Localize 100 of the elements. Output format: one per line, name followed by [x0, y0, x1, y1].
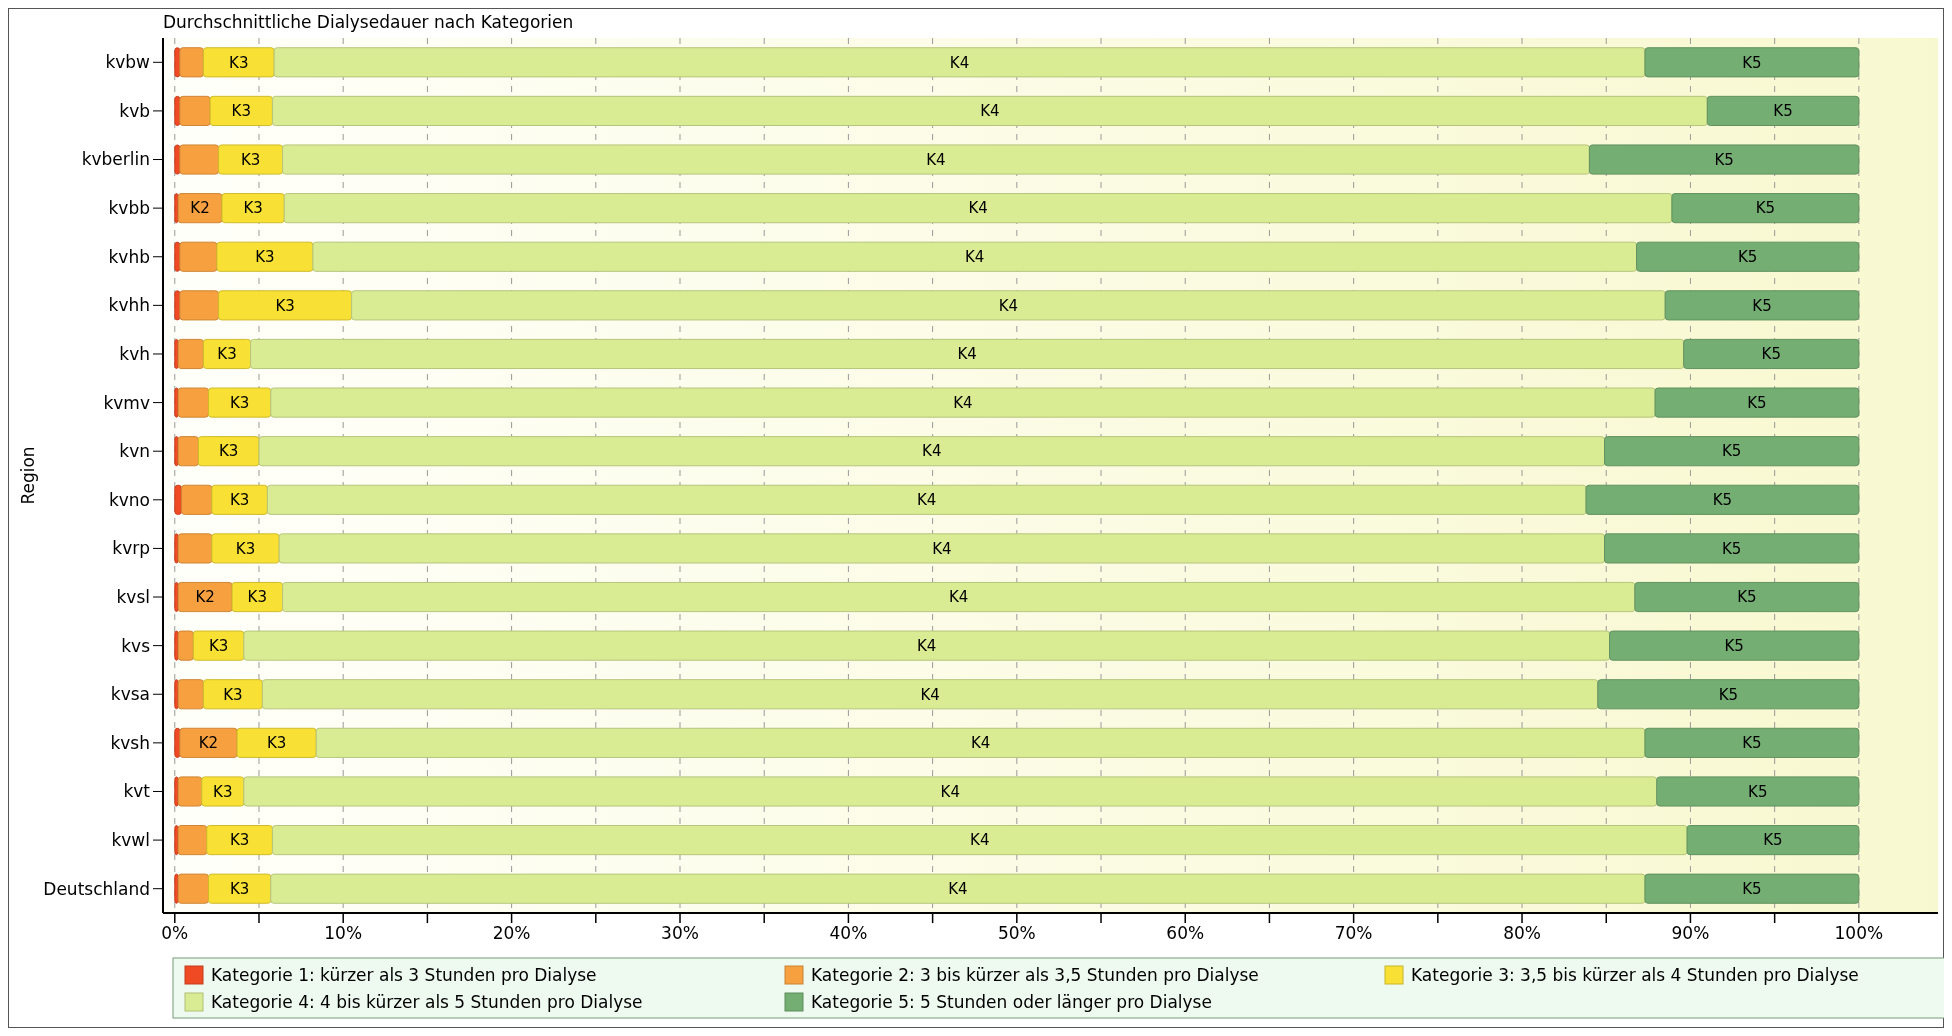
data-label: K5: [1752, 296, 1772, 315]
y-tick-label: kvwl: [111, 830, 150, 851]
bar: [271, 825, 1688, 856]
data-label: K5: [1712, 491, 1733, 510]
data-label: K5: [1761, 345, 1781, 364]
data-label: K4: [948, 879, 968, 898]
legend-label: Kategorie 2: 3 bis kürzer als 3,5 Stunden pro Dialyse: [811, 964, 1259, 985]
bar: [243, 630, 1611, 661]
bar: [174, 533, 179, 564]
data-label: K4: [926, 150, 946, 169]
data-label: K4: [920, 685, 940, 704]
legend-label: Kategorie 5: 5 Stunden oder länger pro Dialyse: [811, 991, 1212, 1012]
bar: [1597, 679, 1860, 710]
data-label: K4: [998, 296, 1019, 315]
data-label: K5: [1763, 831, 1783, 850]
bar: [1636, 241, 1860, 272]
bar: [315, 727, 1646, 758]
data-label: K2: [198, 734, 219, 753]
bar: [207, 873, 272, 904]
data-label: K3: [231, 102, 251, 121]
data-label: K5: [1742, 53, 1762, 72]
data-label: K3: [275, 296, 295, 315]
y-tick-label: kvs: [121, 635, 151, 656]
data-label: K5: [1742, 734, 1762, 753]
bar: [1683, 338, 1860, 370]
data-label: K3: [218, 442, 239, 461]
bar: [266, 484, 1587, 515]
data-label: K5: [1755, 199, 1776, 218]
data-label: K3: [229, 393, 250, 412]
x-tick-label: 70%: [1334, 923, 1373, 943]
data-label: K5: [1747, 393, 1767, 412]
y-tick-label: Deutschland: [43, 878, 150, 899]
bar: [1654, 387, 1860, 418]
data-label: K5: [1738, 248, 1758, 266]
bar: [177, 387, 209, 418]
bar: [270, 873, 1646, 904]
bar: [211, 484, 268, 515]
data-label: K5: [1722, 442, 1742, 461]
bar: [1706, 95, 1860, 126]
data-label: K5: [1773, 102, 1793, 121]
y-tick-label: kvrp: [112, 538, 150, 559]
bar: [179, 290, 220, 321]
data-label: K2: [195, 588, 215, 607]
data-label: K5: [1714, 150, 1734, 169]
x-tick-label: 60%: [1166, 923, 1205, 943]
bar: [174, 873, 179, 904]
bar: [174, 630, 179, 661]
bar: [1585, 484, 1860, 515]
x-tick-label: 50%: [997, 923, 1036, 943]
y-tick-label: kvb: [119, 100, 150, 121]
bar: [1604, 436, 1860, 467]
bar: [177, 436, 199, 467]
y-tick-label: kvmv: [103, 392, 150, 413]
data-label: K3: [217, 345, 237, 364]
bar: [192, 630, 245, 661]
bar: [1644, 47, 1860, 78]
bar: [1686, 825, 1860, 856]
bar: [206, 825, 273, 856]
bar: [271, 95, 1708, 126]
data-label: K3: [235, 539, 256, 558]
bar: [1644, 873, 1860, 904]
bar: [1588, 144, 1860, 175]
bar: [177, 679, 204, 710]
data-label: K3: [240, 150, 261, 169]
data-label: K4: [932, 539, 952, 558]
data-label: K3: [266, 734, 287, 753]
y-tick-label: kvberlin: [81, 149, 150, 170]
bar: [179, 47, 204, 78]
bar: [1644, 727, 1860, 758]
bar: [174, 581, 179, 613]
data-label: K4: [917, 636, 937, 655]
x-tick-label: 10%: [324, 923, 363, 943]
bar: [221, 193, 285, 224]
y-tick-label: kvsa: [110, 684, 150, 705]
bar: [1656, 776, 1860, 807]
data-label: K4: [922, 442, 942, 461]
data-label: K5: [1737, 588, 1757, 607]
bar: [179, 727, 238, 758]
bar: [174, 436, 179, 467]
data-label: K2: [190, 199, 210, 218]
bar: [174, 679, 179, 710]
bar: [282, 581, 1636, 613]
bar: [177, 338, 204, 370]
bar: [181, 484, 213, 515]
y-tick-label: kvhb: [108, 246, 150, 267]
bar: [174, 338, 179, 370]
legend-label: Kategorie 1: kürzer als 3 Stunden pro Dialyse: [211, 964, 597, 985]
x-tick-label: 0%: [161, 923, 189, 943]
data-label: K5: [1718, 685, 1739, 704]
bar: [179, 144, 220, 175]
x-tick-label: 100%: [1834, 923, 1884, 943]
bar: [312, 241, 1638, 272]
bar: [177, 873, 209, 904]
bar: [243, 776, 1658, 807]
data-label: K4: [949, 588, 969, 607]
y-tick-label: kvsl: [116, 586, 150, 607]
data-label: K4: [970, 831, 990, 850]
data-label: K3: [243, 199, 263, 218]
data-label: K3: [229, 879, 250, 898]
bar: [351, 290, 1666, 321]
